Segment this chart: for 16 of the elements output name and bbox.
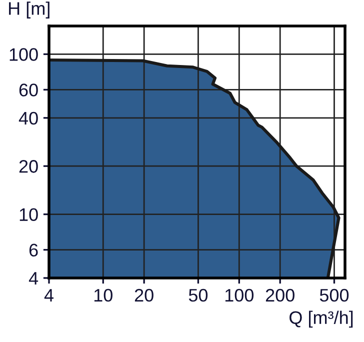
y-tick-label: 60 — [19, 84, 38, 96]
y-tick-label: 10 — [20, 208, 38, 222]
x-axis-title: Q [m³/h] — [290, 310, 353, 328]
y-tick-label: 100 — [10, 48, 38, 61]
y-tick-label: 6 — [29, 244, 38, 257]
y-tick-label: 40 — [18, 112, 38, 125]
x-tick-label: 200 — [266, 288, 294, 302]
y-tick-label: 4 — [28, 272, 38, 285]
x-tick-label: 500 — [320, 288, 349, 302]
x-tick-label: 10 — [94, 288, 112, 302]
x-tick-label: 20 — [134, 288, 154, 302]
x-tick-label: 100 — [225, 288, 254, 302]
x-tick-label: 50 — [188, 288, 208, 302]
x-tick-label: 4 — [44, 289, 54, 302]
y-tick-label: 20 — [19, 160, 38, 173]
y-axis-title: H [m] — [9, 2, 50, 18]
